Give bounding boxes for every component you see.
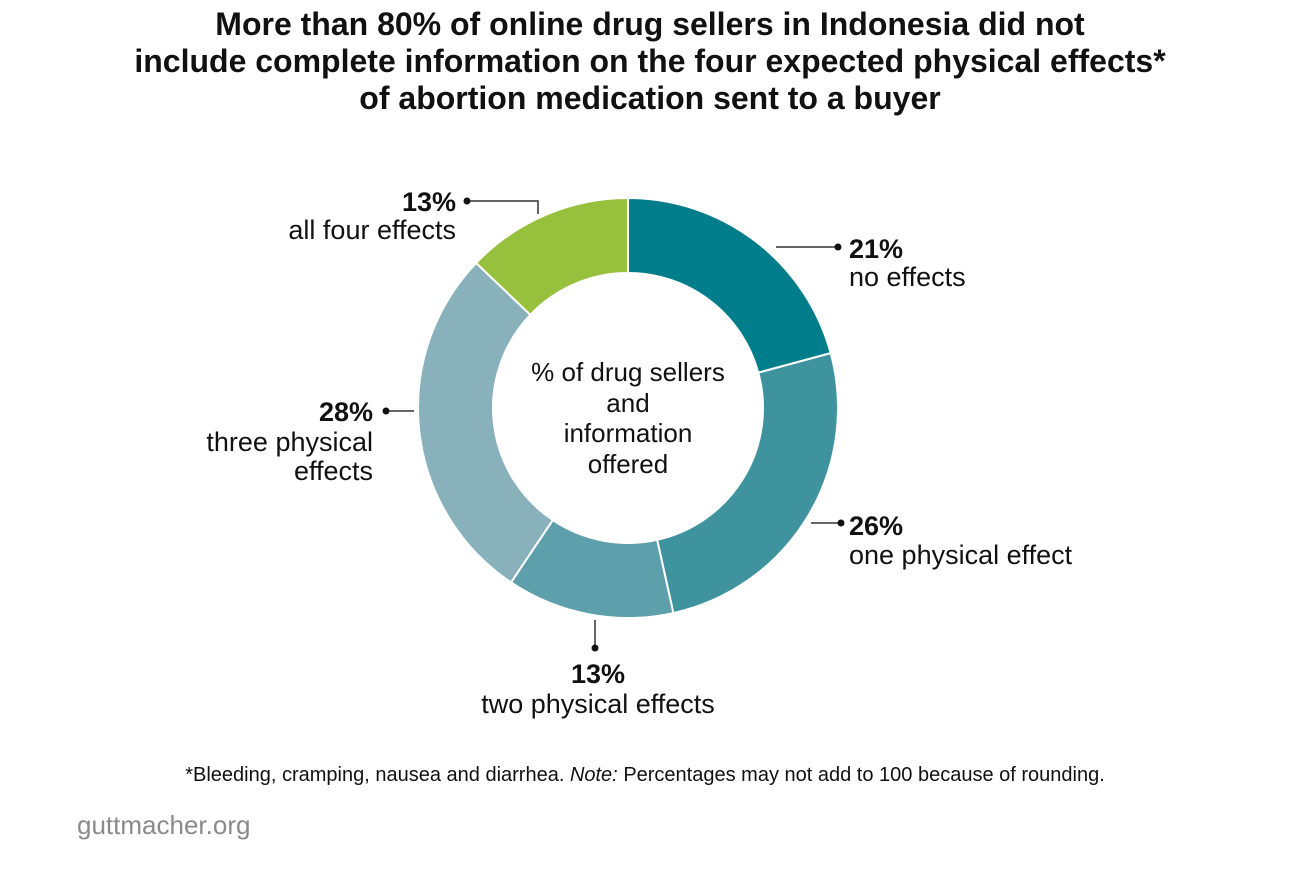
leader-dot-5 [463,197,471,205]
center-label-line-3: information [564,418,693,448]
center-label-line-1: % of drug sellers [531,357,725,387]
slice-value-label-3: 13% [571,659,625,689]
footnote-prefix: *Bleeding, cramping, nausea and diarrhea… [185,764,565,786]
slice-category-label-3: two physical effects [481,689,715,719]
donut-slice-4 [417,261,555,584]
leader-lines [382,197,845,652]
footnote: *Bleeding, cramping, nausea and diarrhea… [0,764,1290,787]
donut-slice-5 [474,196,629,317]
donut-slice-2 [655,351,839,615]
leader-dot-3 [591,644,599,652]
slice-value-label-5: 13% [402,187,456,217]
chart-title: More than 80% of online drug sellers in … [0,6,1300,117]
donut-slice-1 [627,196,832,374]
leader-dot-2 [837,519,845,527]
leader-line-5 [467,200,539,214]
slice-value-label-1: 21% [849,234,903,264]
leader-dot-4 [382,407,390,415]
slice-category-label-4: three physical effects [206,427,373,486]
slice-category-label-5: all four effects [288,215,456,245]
center-label-line-4: offered [588,449,668,479]
title-line-2: include complete information on the four… [134,43,1166,79]
slice-category-label-2: one physical effect [849,540,1073,570]
footnote-suffix: Percentages may not add to 100 because o… [623,764,1105,786]
title-line-1: More than 80% of online drug sellers in … [215,6,1085,42]
leader-dot-1 [834,243,842,251]
source-credit: guttmacher.org [77,810,251,840]
donut-slices [417,196,839,619]
title-line-3: of abortion medication sent to a buyer [359,80,941,116]
slice-value-label-2: 26% [849,511,903,541]
center-label: % of drug sellers and information offere… [531,357,725,479]
slice-category-label-1: no effects [849,262,966,292]
center-label-line-2: and [606,388,649,418]
slice-value-label-4: 28% [319,397,373,427]
footnote-note-label: Note: [569,764,618,786]
